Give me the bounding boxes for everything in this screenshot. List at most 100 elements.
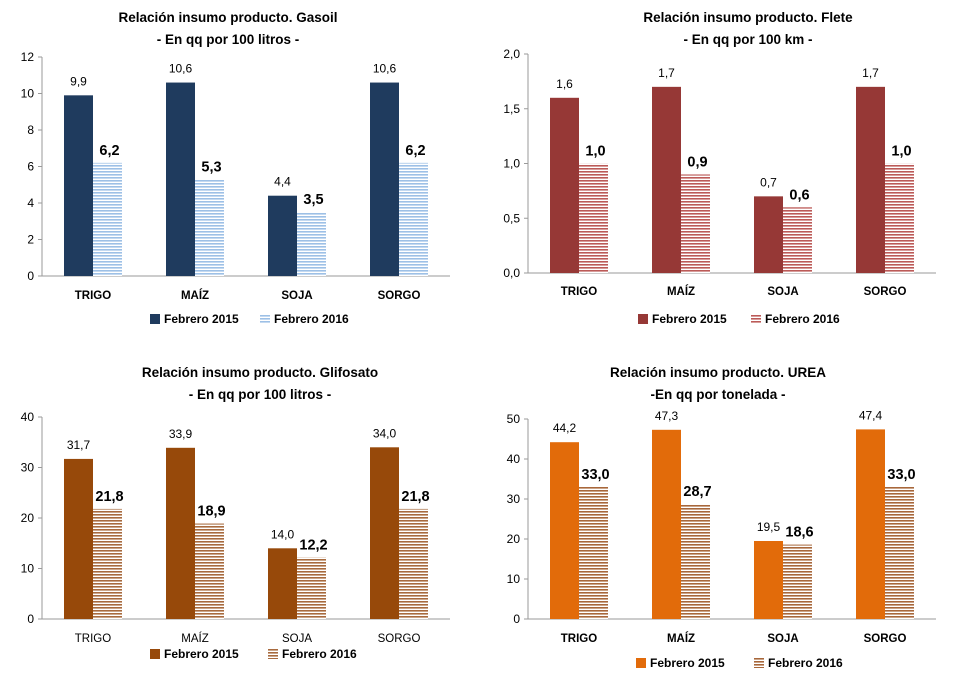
category-label: TRIGO (75, 633, 111, 645)
bar-febrero-2015 (652, 86, 681, 273)
chart-subtitle: - En qq por 100 litros - (157, 32, 300, 47)
data-label: 1,7 (862, 66, 879, 80)
category-label: SORGO (378, 290, 421, 302)
legend-label: Febrero 2016 (274, 312, 349, 326)
category-label: MAÍZ (181, 289, 209, 302)
data-label: 47,3 (655, 409, 679, 423)
y-tick-label: 1,5 (503, 102, 520, 116)
bar-febrero-2016 (399, 508, 428, 619)
legend-swatch (754, 658, 764, 668)
data-label: 33,9 (169, 427, 193, 441)
legend-swatch (268, 649, 278, 659)
legend-label: Febrero 2016 (282, 647, 357, 661)
category-label: SOJA (767, 633, 798, 645)
data-label: 47,4 (859, 408, 883, 422)
bar-febrero-2015 (856, 429, 885, 619)
bar-febrero-2015 (64, 95, 93, 276)
y-tick-label: 12 (21, 50, 35, 64)
category-label: SOJA (767, 286, 798, 298)
bar-febrero-2016 (681, 504, 710, 619)
chart-flete: Relación insumo producto. Flete - En qq p… (503, 10, 936, 326)
legend-label: Febrero 2015 (164, 312, 239, 326)
bar-febrero-2016 (783, 207, 812, 273)
category-label: SOJA (282, 633, 312, 645)
data-label: 0,7 (760, 175, 777, 189)
bar-febrero-2016 (885, 487, 914, 619)
data-label: 1,0 (891, 144, 911, 160)
data-label: 1,0 (585, 144, 605, 160)
y-tick-label: 40 (21, 410, 35, 424)
bar-febrero-2015 (856, 86, 885, 273)
bar-febrero-2016 (195, 523, 224, 619)
bar-febrero-2016 (399, 162, 428, 276)
data-label: 18,6 (785, 525, 813, 541)
y-tick-label: 10 (21, 87, 35, 101)
category-label: SORGO (864, 633, 907, 645)
y-tick-label: 10 (507, 572, 521, 586)
data-label: 0,9 (687, 154, 707, 170)
chart-title: Relación insumo producto. Gasoil (118, 10, 337, 25)
y-tick-label: 10 (21, 562, 35, 576)
data-label: 31,7 (67, 438, 91, 452)
bar-febrero-2016 (885, 163, 914, 273)
legend-swatch (150, 649, 160, 659)
legend-label: Febrero 2015 (652, 312, 727, 326)
category-label: MAÍZ (667, 285, 695, 298)
data-label: 12,2 (299, 537, 327, 553)
y-tick-label: 8 (27, 123, 34, 137)
chart-title: Relación insumo producto. UREA (610, 365, 826, 380)
y-tick-label: 20 (21, 511, 35, 525)
bar-febrero-2016 (783, 544, 812, 619)
bar-febrero-2016 (681, 174, 710, 273)
data-label: 1,7 (658, 66, 675, 80)
bar-febrero-2016 (297, 212, 326, 276)
data-label: 6,2 (99, 143, 119, 159)
y-tick-label: 6 (27, 160, 34, 174)
data-label: 0,6 (789, 187, 809, 203)
bar-febrero-2015 (754, 196, 783, 273)
bar-febrero-2015 (754, 541, 783, 619)
data-label: 6,2 (405, 143, 425, 159)
y-tick-label: 50 (507, 412, 521, 426)
bar-febrero-2015 (550, 97, 579, 273)
chart-subtitle: -En qq por tonelada - (651, 387, 786, 402)
data-label: 3,5 (303, 192, 323, 208)
chart-subtitle: - En qq por 100 litros - (189, 387, 332, 402)
legend-label: Febrero 2016 (765, 312, 840, 326)
legend-swatch (260, 314, 270, 324)
bar-febrero-2015 (166, 447, 195, 619)
category-label: MAÍZ (667, 632, 695, 645)
y-tick-label: 2 (27, 233, 34, 247)
bar-febrero-2015 (370, 82, 399, 276)
y-tick-label: 20 (507, 532, 521, 546)
data-label: 9,9 (70, 74, 87, 88)
bar-febrero-2016 (579, 487, 608, 619)
data-label: 10,6 (169, 62, 193, 76)
y-tick-label: 30 (507, 492, 521, 506)
category-label: SORGO (378, 633, 421, 645)
chart-title: Relación insumo producto. Glifosato (142, 365, 378, 380)
bar-febrero-2016 (93, 162, 122, 276)
bar-febrero-2015 (652, 429, 681, 619)
legend-swatch (751, 314, 761, 324)
chart-subtitle: - En qq por 100 km - (683, 32, 812, 47)
data-label: 1,6 (556, 77, 573, 91)
data-label: 21,8 (401, 489, 429, 505)
data-label: 34,0 (373, 426, 397, 440)
category-label: SORGO (864, 286, 907, 298)
y-tick-label: 30 (21, 461, 35, 475)
category-label: SOJA (281, 290, 312, 302)
data-label: 19,5 (757, 520, 781, 534)
data-label: 44,2 (553, 421, 577, 435)
data-label: 4,4 (274, 175, 291, 189)
bar-febrero-2016 (195, 179, 224, 276)
y-tick-label: 0 (513, 612, 520, 626)
category-label: TRIGO (75, 290, 111, 302)
data-label: 5,3 (201, 159, 221, 175)
data-label: 10,6 (373, 62, 397, 76)
data-label: 18,9 (197, 504, 225, 520)
legend-label: Febrero 2016 (768, 656, 843, 670)
y-tick-label: 4 (27, 196, 34, 210)
bar-febrero-2016 (93, 508, 122, 619)
chart-glifosato: Relación insumo producto. Glifosato - En … (21, 365, 450, 661)
